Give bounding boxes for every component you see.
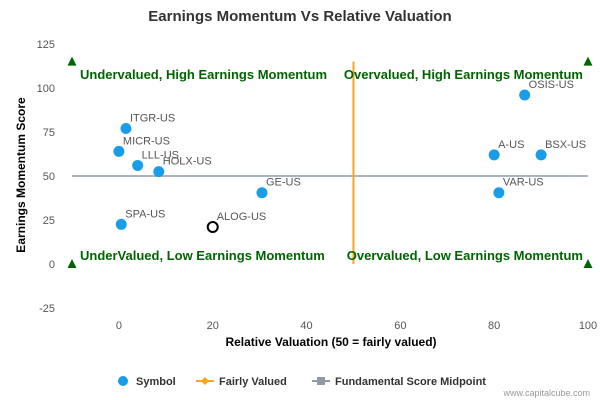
data-point-label: A-US <box>498 139 524 151</box>
y-tick-label: 100 <box>37 83 55 95</box>
data-point-label: LLL-US <box>142 149 179 161</box>
data-point <box>488 149 500 161</box>
data-point <box>535 149 547 161</box>
data-point <box>519 89 531 101</box>
legend-fairly-valued-label: Fairly Valued <box>219 376 287 388</box>
quadrant-label-bottom-left: UnderValued, Low Earnings Momentum <box>80 248 325 263</box>
y-tick-label: -25 <box>39 303 55 315</box>
plot-area: 0 20 40 60 80 100 -25 0 25 50 75 100 125 Undervalued,… <box>37 39 598 332</box>
legend-fairly-valued-marker <box>201 377 209 385</box>
legend-symbol-label: Symbol <box>136 376 176 388</box>
data-point-label: VAR-US <box>503 177 544 189</box>
data-point-label: GE-US <box>266 177 301 189</box>
x-tick-label: 0 <box>116 320 122 332</box>
y-axis-title: Earnings Momentum Score <box>14 97 28 253</box>
data-point <box>256 187 268 199</box>
y-tick-label: 0 <box>49 259 55 271</box>
x-tick-label: 40 <box>300 320 312 332</box>
x-tick-label: 20 <box>207 320 219 332</box>
data-point <box>120 122 132 134</box>
x-tick-label: 100 <box>579 320 597 332</box>
data-point <box>153 166 165 178</box>
legend-midpoint-marker <box>317 377 325 385</box>
data-point-label: BSX-US <box>545 139 586 151</box>
data-point <box>206 221 219 234</box>
data-point-label: ALOG-US <box>217 211 267 223</box>
legend-symbol-marker <box>118 376 128 386</box>
data-point <box>132 159 144 171</box>
data-point <box>113 145 125 157</box>
data-point-label: MICR-US <box>123 135 170 147</box>
data-point-label: HOLX-US <box>163 156 212 168</box>
quadrant-label-bottom-right: Overvalued, Low Earnings Momentum <box>347 248 583 263</box>
marker-bottom-right <box>583 259 593 268</box>
credit-text: www.capitalcube.com <box>502 388 590 398</box>
marker-bottom-left <box>67 259 77 268</box>
y-tick-label: 25 <box>43 215 55 227</box>
quadrant-label-top-left: Undervalued, High Earnings Momentum <box>80 67 327 82</box>
data-point <box>115 218 127 230</box>
legend-midpoint-label: Fundamental Score Midpoint <box>335 376 486 388</box>
data-point-label: OSIS-US <box>529 79 574 91</box>
y-tick-label: 125 <box>37 39 55 51</box>
chart-title: Earnings Momentum Vs Relative Valuation <box>148 8 451 25</box>
marker-top-left <box>67 56 77 66</box>
quadrant-label-top-right: Overvalued, High Earnings Momentum <box>344 67 583 82</box>
data-point-label: ITGR-US <box>130 112 175 124</box>
marker-top-right <box>583 56 593 66</box>
x-tick-label: 80 <box>488 320 500 332</box>
legend: Symbol Fairly Valued Fundamental Score Mid… <box>118 376 486 388</box>
x-axis-title: Relative Valuation (50 = fairly valued) <box>225 335 436 349</box>
x-tick-label: 60 <box>394 320 406 332</box>
y-tick-label: 50 <box>43 171 55 183</box>
data-point-label: SPA-US <box>125 208 165 220</box>
data-point <box>493 187 505 199</box>
y-tick-label: 75 <box>43 127 55 139</box>
